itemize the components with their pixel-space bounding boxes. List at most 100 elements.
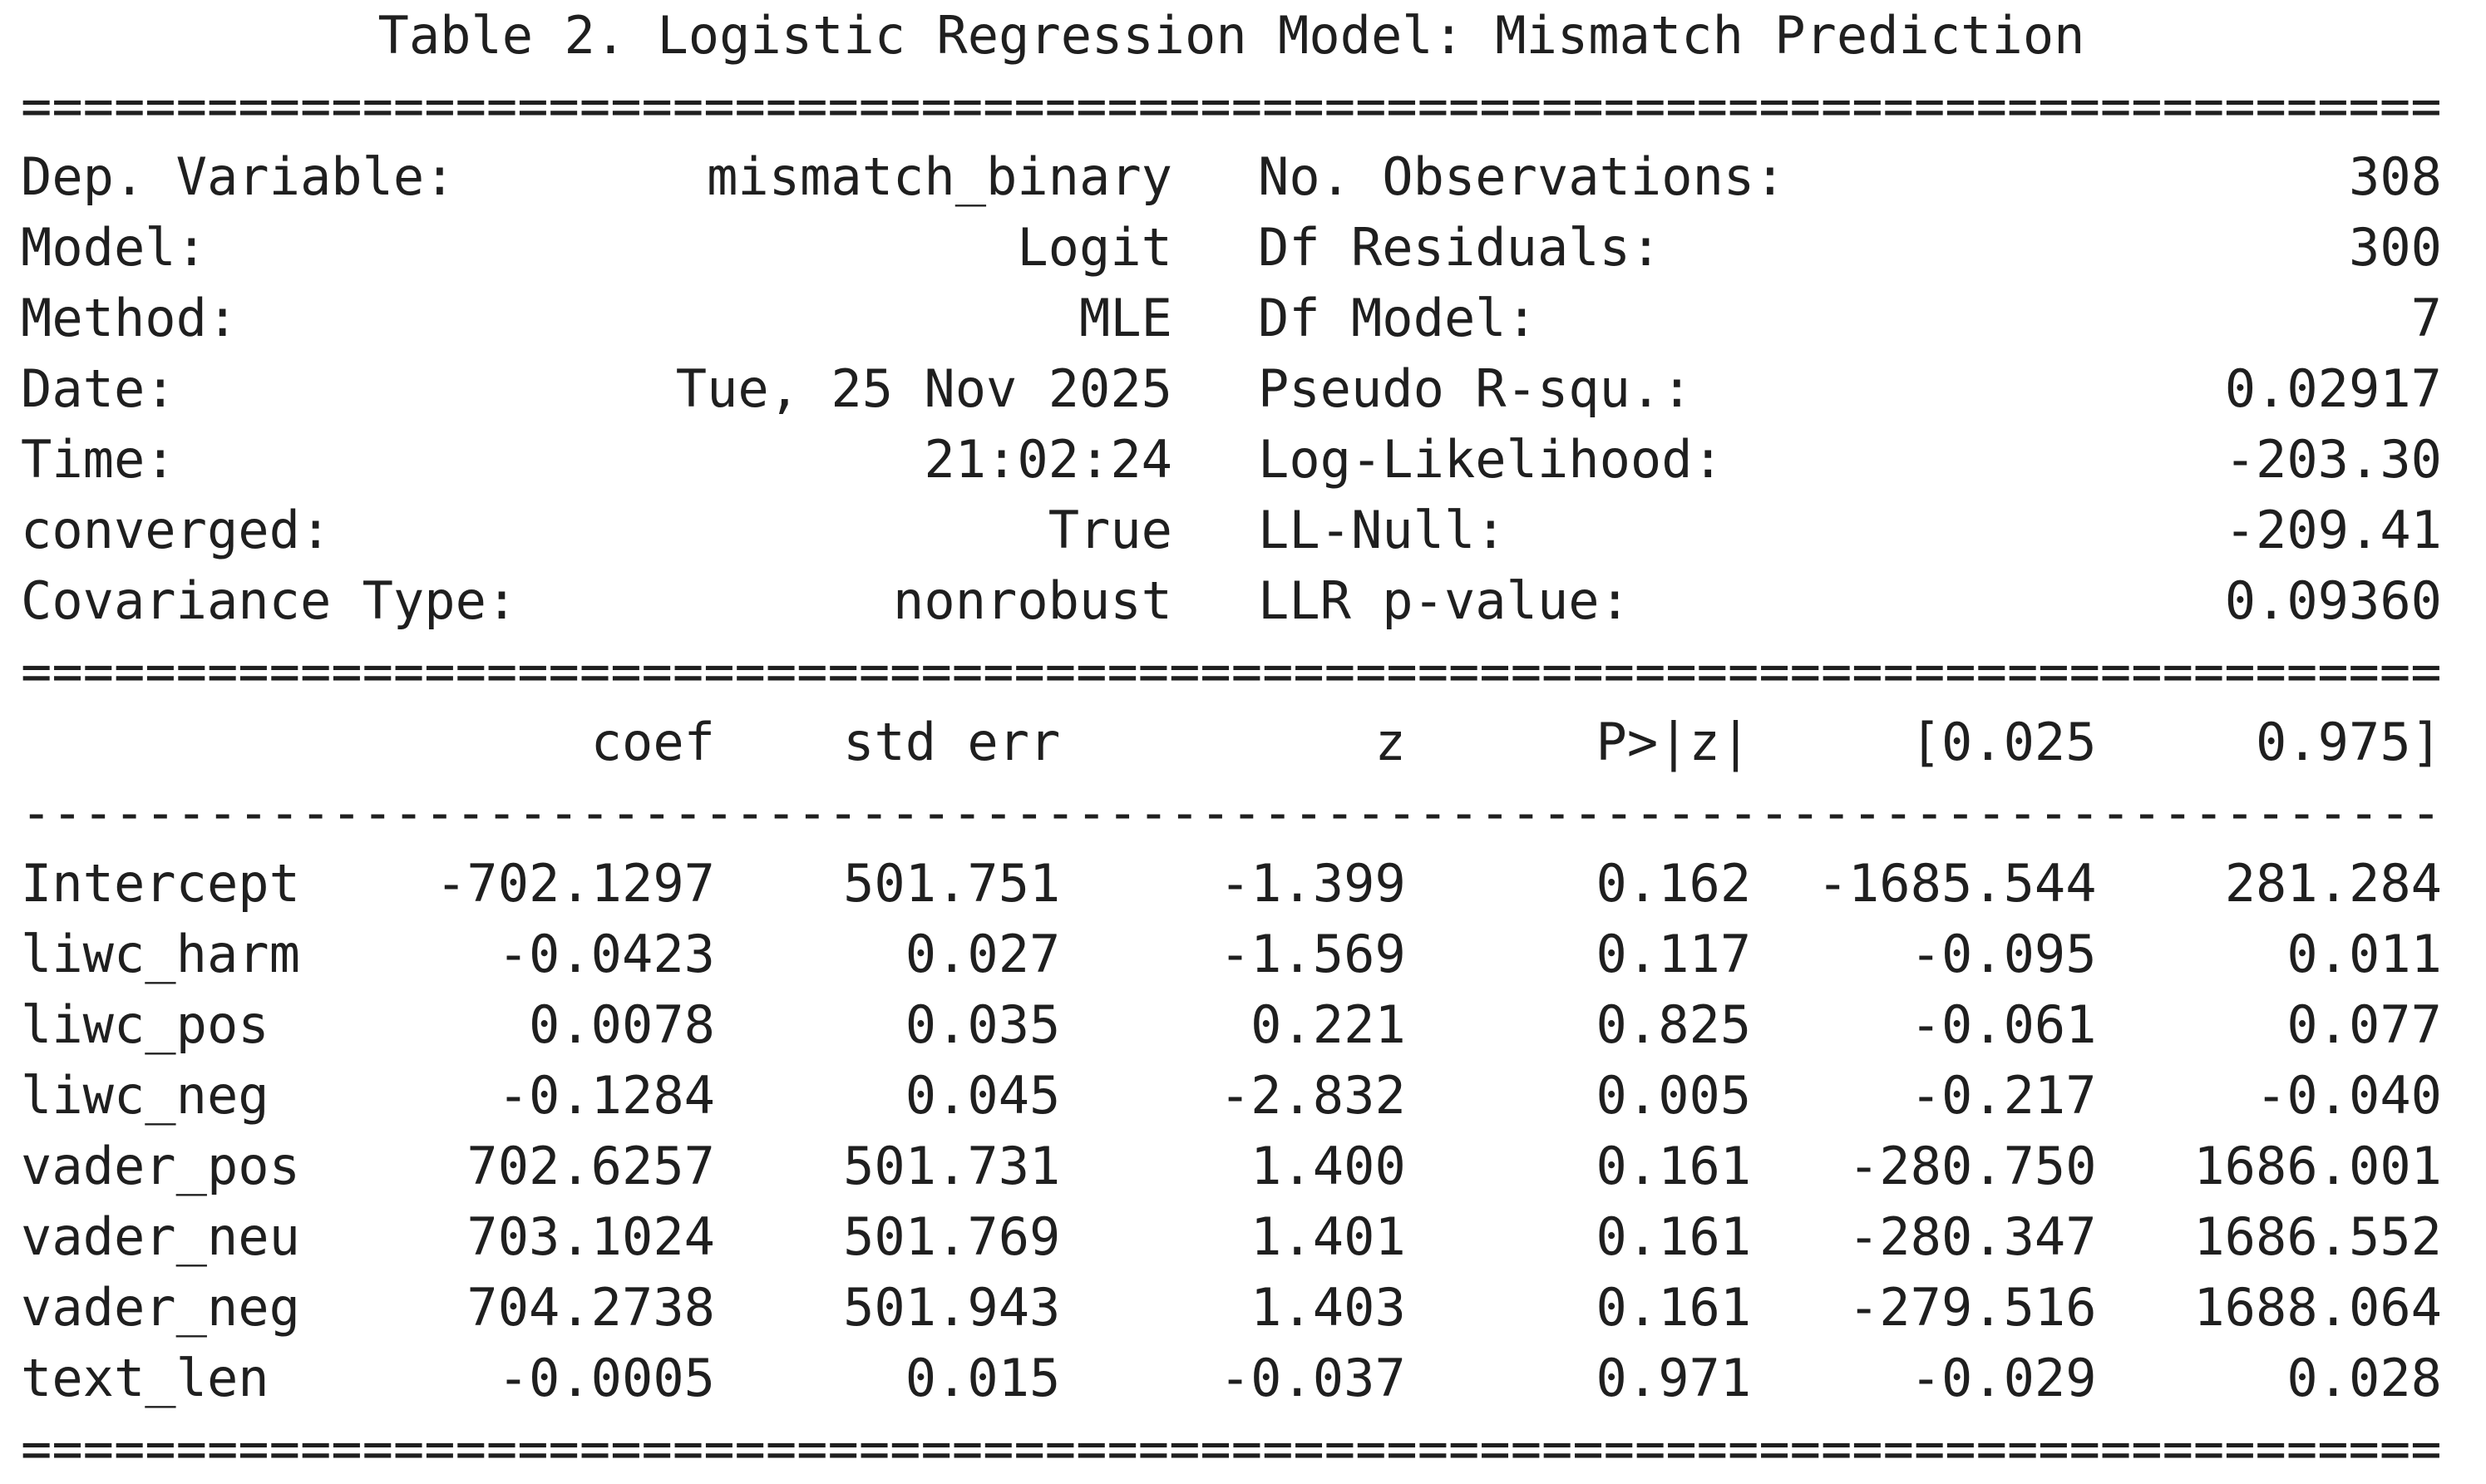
coef-value: -702.1297 bbox=[436, 853, 715, 914]
ci-upper-value: 1688.064 bbox=[2193, 1277, 2442, 1338]
ci-upper-value: 0.011 bbox=[2286, 924, 2442, 984]
info-row-time: Time: 21:02:24 Log-Likelihood: -203.30 bbox=[21, 424, 2442, 495]
info-value: MLE bbox=[1079, 288, 1172, 348]
std-err-value: 501.751 bbox=[843, 853, 1061, 914]
col-header-ci-lower: [0.025 bbox=[1910, 712, 2097, 772]
coef-value: -0.0005 bbox=[497, 1348, 715, 1408]
info-label: Covariance Type: bbox=[21, 570, 518, 631]
coef-row-liwc-pos: liwc_pos 0.0078 0.035 0.221 0.825 -0.061… bbox=[21, 989, 2442, 1060]
coef-table-body: Intercept -702.1297 501.751 -1.399 0.162… bbox=[21, 848, 2442, 1413]
ci-lower-value: -0.095 bbox=[1910, 924, 2097, 984]
info-label: converged: bbox=[21, 500, 332, 560]
separator-mid: ========================================… bbox=[21, 641, 2442, 702]
info-label: Dep. Variable: bbox=[21, 146, 456, 207]
info-row-model: Model: Logit Df Residuals: 300 bbox=[21, 212, 2442, 283]
std-err-value: 501.731 bbox=[843, 1136, 1061, 1196]
col-header-variable bbox=[21, 707, 362, 777]
p-value: 0.825 bbox=[1596, 994, 1752, 1055]
info-label: Pseudo R-squ.: bbox=[1258, 358, 1693, 419]
z-value: 1.403 bbox=[1250, 1277, 1406, 1338]
coef-row-vader-neu: vader_neu 703.1024 501.769 1.401 0.161 -… bbox=[21, 1201, 2442, 1272]
separator-top: ========================================… bbox=[21, 76, 2442, 136]
col-header-ci-upper: 0.975] bbox=[2256, 712, 2442, 772]
ci-lower-value: -0.217 bbox=[1910, 1065, 2097, 1126]
info-value: True bbox=[1048, 500, 1172, 560]
ci-upper-value: 1686.001 bbox=[2193, 1136, 2442, 1196]
info-value: 21:02:24 bbox=[924, 429, 1172, 490]
info-value: 0.02917 bbox=[2224, 358, 2442, 419]
info-row-dep-variable: Dep. Variable: mismatch_binary No. Obser… bbox=[21, 141, 2442, 212]
col-header-p-value: P>|z| bbox=[1596, 712, 1752, 772]
ci-lower-value: -0.029 bbox=[1910, 1348, 2097, 1408]
coef-value: 702.6257 bbox=[466, 1136, 715, 1196]
info-label: Time: bbox=[21, 429, 176, 490]
info-value: 300 bbox=[2349, 217, 2442, 278]
info-label: Df Residuals: bbox=[1258, 217, 1662, 278]
info-label: LLR p-value: bbox=[1258, 570, 1630, 631]
col-header-z: z bbox=[1374, 712, 1406, 772]
info-label: LL-Null: bbox=[1258, 500, 1507, 560]
p-value: 0.161 bbox=[1596, 1136, 1752, 1196]
p-value: 0.162 bbox=[1596, 853, 1752, 914]
coef-row-vader-neg: vader_neg 704.2738 501.943 1.403 0.161 -… bbox=[21, 1272, 2442, 1343]
table-title: Table 2. Logistic Regression Model: Mism… bbox=[377, 5, 2085, 66]
coef-value: 0.0078 bbox=[529, 994, 715, 1055]
ci-lower-value: -0.061 bbox=[1910, 994, 2097, 1055]
variable-name: vader_pos bbox=[21, 1136, 300, 1196]
info-label: Log-Likelihood: bbox=[1258, 429, 1724, 490]
separator-dashed: ----------------------------------------… bbox=[21, 782, 2442, 843]
info-value: Logit bbox=[1017, 217, 1172, 278]
coef-row-text-len: text_len -0.0005 0.015 -0.037 0.971 -0.0… bbox=[21, 1343, 2442, 1413]
info-row-covariance-type: Covariance Type: nonrobust LLR p-value: … bbox=[21, 565, 2442, 636]
model-info-section: Dep. Variable: mismatch_binary No. Obser… bbox=[21, 141, 2442, 636]
variable-name: vader_neg bbox=[21, 1277, 300, 1338]
info-value: -209.41 bbox=[2224, 500, 2442, 560]
separator-bottom: ========================================… bbox=[21, 1418, 2442, 1479]
z-value: -1.399 bbox=[1219, 853, 1406, 914]
col-header-coef: coef bbox=[590, 712, 715, 772]
info-row-method: Method: MLE Df Model: 7 bbox=[21, 283, 2442, 353]
coef-value: -0.1284 bbox=[497, 1065, 715, 1126]
std-err-value: 501.769 bbox=[843, 1206, 1061, 1267]
coef-row-intercept: Intercept -702.1297 501.751 -1.399 0.162… bbox=[21, 848, 2442, 919]
z-value: 1.400 bbox=[1250, 1136, 1406, 1196]
std-err-value: 0.045 bbox=[905, 1065, 1061, 1126]
std-err-value: 0.027 bbox=[905, 924, 1061, 984]
z-value: 1.401 bbox=[1250, 1206, 1406, 1267]
variable-name: Intercept bbox=[21, 853, 300, 914]
info-value: Tue, 25 Nov 2025 bbox=[675, 358, 1172, 419]
p-value: 0.117 bbox=[1596, 924, 1752, 984]
coef-value: 703.1024 bbox=[466, 1206, 715, 1267]
ci-upper-value: -0.040 bbox=[2256, 1065, 2442, 1126]
z-value: 0.221 bbox=[1250, 994, 1406, 1055]
info-value: 308 bbox=[2349, 146, 2442, 207]
coef-value: 704.2738 bbox=[466, 1277, 715, 1338]
z-value: -2.832 bbox=[1219, 1065, 1406, 1126]
ci-upper-value: 281.284 bbox=[2224, 853, 2442, 914]
variable-name: liwc_pos bbox=[21, 994, 269, 1055]
std-err-value: 501.943 bbox=[843, 1277, 1061, 1338]
z-value: -0.037 bbox=[1219, 1348, 1406, 1408]
ci-upper-value: 1686.552 bbox=[2193, 1206, 2442, 1267]
std-err-value: 0.015 bbox=[905, 1348, 1061, 1408]
col-header-std-err: std err bbox=[843, 712, 1061, 772]
info-value: mismatch_binary bbox=[707, 146, 1172, 207]
info-value: 7 bbox=[2410, 288, 2442, 348]
coef-table-header: coef std err z P>|z| [0.025 0.975] bbox=[21, 707, 2442, 777]
coef-row-vader-pos: vader_pos 702.6257 501.731 1.400 0.161 -… bbox=[21, 1131, 2442, 1201]
info-row-date: Date: Tue, 25 Nov 2025 Pseudo R-squ.: 0.… bbox=[21, 353, 2442, 424]
p-value: 0.005 bbox=[1596, 1065, 1752, 1126]
p-value: 0.161 bbox=[1596, 1277, 1752, 1338]
variable-name: liwc_neg bbox=[21, 1065, 269, 1126]
variable-name: vader_neu bbox=[21, 1206, 300, 1267]
p-value: 0.971 bbox=[1596, 1348, 1752, 1408]
coef-row-liwc-neg: liwc_neg -0.1284 0.045 -2.832 0.005 -0.2… bbox=[21, 1060, 2442, 1131]
ci-lower-value: -280.750 bbox=[1847, 1136, 2097, 1196]
coef-value: -0.0423 bbox=[497, 924, 715, 984]
ci-lower-value: -1685.544 bbox=[1817, 853, 2097, 914]
variable-name: text_len bbox=[21, 1348, 269, 1408]
regression-summary-table: Table 2. Logistic Regression Model: Mism… bbox=[21, 0, 2442, 1484]
z-value: -1.569 bbox=[1219, 924, 1406, 984]
ci-lower-value: -279.516 bbox=[1847, 1277, 2097, 1338]
ci-upper-value: 0.028 bbox=[2286, 1348, 2442, 1408]
